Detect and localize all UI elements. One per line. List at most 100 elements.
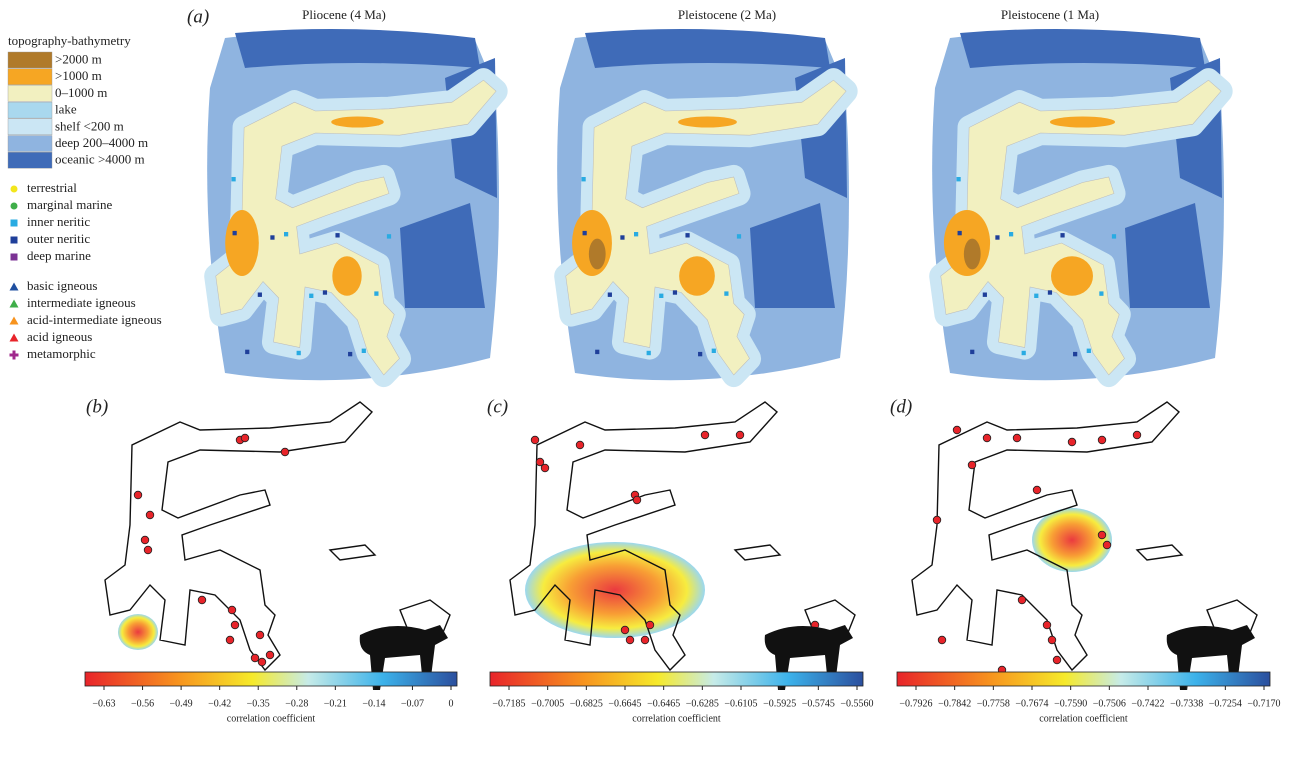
panel-label: (c) [487,396,508,417]
legend-symbol [10,236,18,244]
sample-site [982,292,987,297]
map-title: Pliocene (4 Ma) [302,7,386,22]
occurrence [540,463,550,473]
colorbar-tick-label: −0.7842 [938,698,971,709]
sample-site [374,291,379,296]
occurrence [133,490,143,500]
colorbar [489,671,864,687]
legend-label: acid igneous [27,329,92,344]
legend-label: acid-intermediate igneous [27,312,162,327]
legend-label: >1000 m [55,68,102,83]
legend-label: intermediate igneous [27,295,136,310]
sample-site [995,235,1000,240]
colorbar-label: correlation coefficient [1039,713,1128,724]
sample-site [646,350,651,356]
legend-label: marginal marine [27,197,113,212]
sample-site [309,293,314,298]
legend-label: shelf <200 m [55,118,124,133]
panel-label: (a) [187,6,209,27]
sample-site [386,234,392,239]
occurrence [225,635,235,645]
correlation-maps: −0.63 −0.56 −0.49 −0.42 −0.35 −0.28 −0.21 −0.14… [84,401,1281,724]
occurrence [250,653,260,663]
colorbar [896,671,1271,687]
legend-swatch [7,118,53,136]
sample-site [685,233,690,238]
occurrence [735,430,745,440]
sample-site [1073,351,1078,357]
colorbar-tick-label: −0.7590 [1054,698,1087,709]
legend-symbol [10,253,18,261]
colorbar-tick-label: −0.6825 [570,698,603,709]
coastline [733,544,782,561]
colorbar-tick-label: −0.7926 [899,698,932,709]
legend-label: terrestrial [27,180,77,195]
occurrence [1032,485,1042,495]
highland [1051,256,1093,296]
highland [225,210,259,276]
colorbar-tick-label: −0.35 [247,698,270,709]
occurrence [967,460,977,470]
colorbar-tick-label: −0.6645 [608,698,641,709]
colorbar [84,671,458,687]
sample-site [1021,350,1026,356]
panel-label: (d) [890,396,912,417]
sample-site [1086,348,1091,353]
legend-label: deep marine [27,248,91,263]
occurrence [227,605,237,615]
highland [1049,116,1116,128]
legend-symbol [9,350,19,360]
colorbar-tick-label: −0.7170 [1247,698,1280,709]
legend-swatch [7,135,53,152]
highland [678,116,737,128]
oceanic [1125,203,1210,308]
occurrence [1052,655,1062,665]
colorbar-tick-label: −0.5925 [763,698,796,709]
oceanic [400,203,485,308]
legend-label: basic igneous [27,278,97,293]
heat-patch [118,614,158,650]
sample-site [270,235,275,240]
occurrence [145,510,155,520]
colorbar-tick-label: −0.14 [362,698,385,709]
colorbar-tick-label: −0.56 [131,698,154,709]
occurrence [1047,635,1057,645]
occurrence [645,620,655,630]
colorbar-tick-label: −0.6105 [724,698,757,709]
map-title: Pleistocene (1 Ma) [1001,7,1099,22]
sample-site [711,348,716,353]
colorbar-tick-label: −0.7758 [977,698,1010,709]
sample-site [335,233,340,238]
occurrence [982,433,992,443]
sample-site [231,177,236,182]
paleo-map [557,29,849,380]
sample-site [1060,233,1065,238]
sample-site [361,348,366,353]
legend-symbol [9,316,19,325]
sample-site [956,177,961,182]
occurrence [197,595,207,605]
occurrence [1102,540,1112,550]
sample-site [607,292,612,297]
colorbar-tick-label: −0.7674 [1015,698,1048,709]
map-title: Pleistocene (2 Ma) [678,7,776,22]
legend-label: inner neritic [27,214,90,229]
highland [332,256,362,296]
sample-site [620,235,625,240]
legend-swatch [7,85,53,102]
occurrence [240,433,250,443]
occurrence [1097,530,1107,540]
legend-title: topography-bathymetry [8,33,131,48]
sample-site [1099,291,1104,296]
colorbar-tick-label: −0.7422 [1131,698,1164,709]
colorbar-tick-label: −0.63 [92,698,115,709]
correlation-map [911,401,1258,690]
paleo-map [207,29,499,380]
island-group [216,80,496,375]
legend-swatch [7,51,53,69]
occurrence [280,447,290,457]
occurrence [1012,433,1022,443]
oceanic [750,203,835,308]
sample-site [581,177,586,182]
